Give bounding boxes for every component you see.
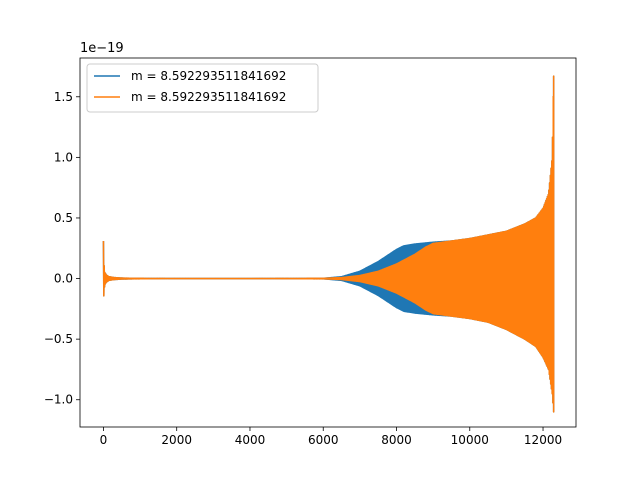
series-layer	[102, 75, 555, 413]
x-tick-label: 6000	[308, 433, 339, 447]
y-tick-label: 1.5	[54, 90, 73, 104]
legend-label-1: m = 8.592293511841692	[131, 69, 286, 83]
y-tick-label: 0.5	[54, 211, 73, 225]
plot-frame	[79, 57, 577, 428]
axes-layer: 0 2000 4000 6000 8000 10000 12000 −1.0 −0.5 0.0 0.…	[44, 57, 577, 447]
x-tick-label: 0	[100, 433, 108, 447]
legend-box	[86, 63, 319, 113]
y-tick-label: 0.0	[54, 272, 73, 286]
x-tick-label: 2000	[161, 433, 192, 447]
y-tick-label: −0.5	[44, 332, 73, 346]
y-tick-label: −1.0	[44, 393, 73, 407]
legend: m = 8.592293511841692 m = 8.5922935118416…	[86, 63, 319, 113]
x-tick-label: 12000	[524, 433, 562, 447]
series-line-2	[102, 75, 555, 413]
x-tick-label: 10000	[451, 433, 489, 447]
legend-label-2: m = 8.592293511841692	[131, 90, 286, 104]
y-offset-label: 1e−19	[80, 41, 124, 56]
x-tick-label: 4000	[235, 433, 266, 447]
y-tick-label: 1.0	[54, 150, 73, 164]
x-tick-label: 8000	[381, 433, 412, 447]
